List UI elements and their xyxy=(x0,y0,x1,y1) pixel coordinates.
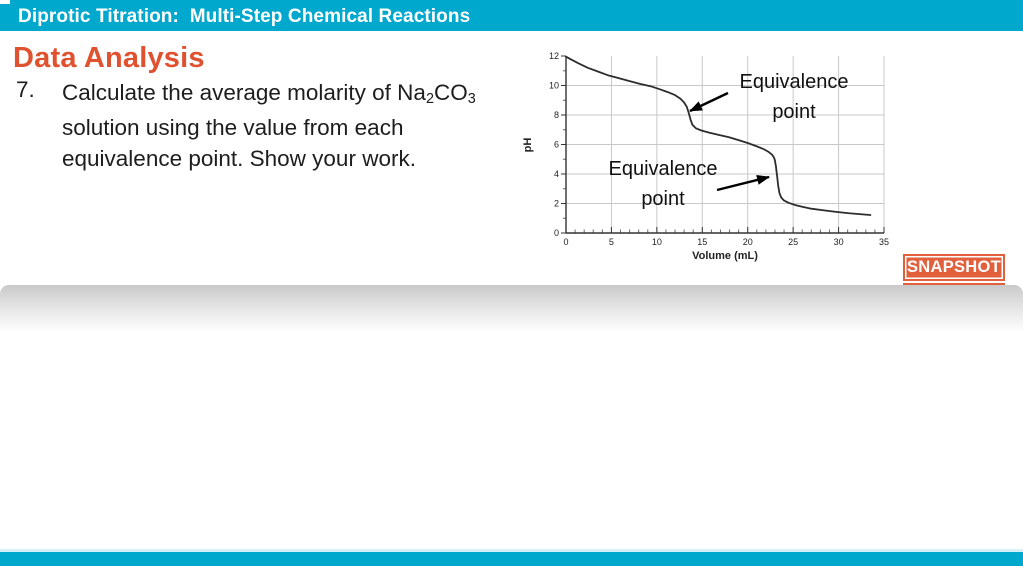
x-tick-label: 10 xyxy=(652,237,662,247)
titration-chart: 0 5 10 15 20 25 30 35 0 2 4 6 8 10 12 Volume (mL) pH Equi… xyxy=(518,40,898,270)
header-bar xyxy=(0,0,1023,31)
question-line-2: solution using the value from each xyxy=(62,115,404,140)
y-axis-title: pH xyxy=(522,138,534,153)
titration-curve xyxy=(565,55,872,216)
x-tick-label: 35 xyxy=(879,237,889,247)
y-tick-label: 0 xyxy=(554,228,559,238)
question-line-1: Calculate the average molarity of Na2CO3 xyxy=(62,80,476,108)
snapshot-badge: SNAPSHOT xyxy=(903,254,1005,281)
annotation-arrow xyxy=(689,91,729,113)
question-text: Calculate the average molarity of Na2CO3… xyxy=(62,77,476,174)
header-corner-notch xyxy=(0,0,10,4)
x-tick-label: 25 xyxy=(788,237,798,247)
footer-glow-line xyxy=(0,549,1023,552)
slide-title: Diprotic Titration: Multi-Step Chemical … xyxy=(18,6,471,27)
section-heading: Data Analysis xyxy=(13,42,205,74)
x-axis-title: Volume (mL) xyxy=(692,250,758,262)
x-tick-label: 15 xyxy=(697,237,707,247)
annotation-label-line1: Equivalence xyxy=(740,71,849,93)
y-tick-label: 2 xyxy=(554,199,559,209)
y-tick-label: 4 xyxy=(554,169,559,179)
y-tick-label: 6 xyxy=(554,140,559,150)
subscript: 3 xyxy=(467,91,476,108)
y-tick-label: 10 xyxy=(549,81,559,91)
annotation-label-line2: point xyxy=(772,101,816,123)
subscript: 2 xyxy=(425,91,434,108)
x-tick-label: 5 xyxy=(609,237,614,247)
snapshot-underline xyxy=(903,283,1005,285)
x-tick-label: 30 xyxy=(834,237,844,247)
annotation-label-line2: point xyxy=(641,188,685,210)
y-tick-label: 8 xyxy=(554,110,559,120)
footer-bar xyxy=(0,552,1023,566)
x-tick-label: 0 xyxy=(563,237,568,247)
titration-chart-svg: 0 5 10 15 20 25 30 35 0 2 4 6 8 10 12 Volume (mL) pH Equi… xyxy=(522,51,889,262)
x-tick-label: 20 xyxy=(743,237,753,247)
question-line-3: equivalence point. Show your work. xyxy=(62,146,416,171)
shelf-divider xyxy=(0,285,1023,333)
question-number: 7. xyxy=(16,77,35,102)
annotation-arrow xyxy=(716,175,770,192)
y-tick-label: 12 xyxy=(549,51,559,61)
annotation-label-line1: Equivalence xyxy=(609,158,718,180)
question-item: 7. Calculate the average molarity of Na2… xyxy=(16,77,476,174)
